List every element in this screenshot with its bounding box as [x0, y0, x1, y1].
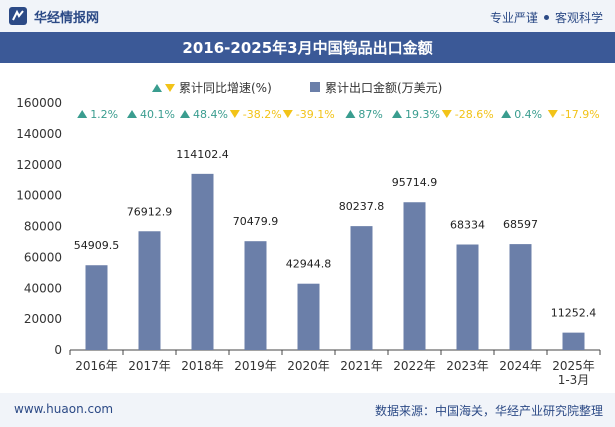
growth-down-icon: [441, 110, 452, 118]
growth-value-label: 1.2%: [90, 108, 118, 121]
bars: [85, 173, 585, 350]
chart-title: 2016-2025年3月中国钨品出口金额: [182, 39, 433, 57]
growth-down-icon: [547, 110, 558, 118]
separator-dot-icon: [543, 15, 549, 20]
x-tick-label: 2023年: [446, 359, 489, 373]
top-bar: 华经情报网 专业严谨 客观科学: [0, 0, 615, 32]
legend-amount-swatch-icon: [310, 82, 320, 92]
y-tick-label: 80000: [24, 220, 62, 234]
bar[interactable]: [403, 202, 426, 350]
tagline: 专业严谨 客观科学: [490, 9, 603, 26]
x-tick-label: 2018年: [181, 359, 224, 373]
x-tick-label: 2021年: [340, 359, 383, 373]
bar[interactable]: [509, 244, 532, 350]
bar-value-label: 76912.9: [127, 205, 173, 218]
growth-up-icon: [180, 110, 190, 118]
bar[interactable]: [244, 241, 267, 350]
chart: 累计同比增速(%) 累计出口金额(万美元) 0 20000 40000 60000 80…: [16, 80, 601, 387]
growth-up-icon: [127, 110, 137, 118]
growth-value-label: -28.6%: [455, 108, 494, 121]
growth-up-icon: [345, 110, 356, 118]
growth-down-icon: [282, 110, 293, 118]
y-tick-label: 140000: [16, 127, 62, 141]
growth-value-label: -17.9%: [561, 108, 600, 121]
bar-value-label: 42944.8: [286, 258, 332, 271]
bar-value-label: 54909.5: [74, 239, 120, 252]
growth-value-label: 87%: [358, 108, 382, 121]
growth-row: 1.2% 40.1% 48.4% -38.2% -39.1% 87% 19.3% -28.6%…: [77, 108, 600, 121]
footer-source: 数据来源：中国海关，华经产业研究院整理: [374, 404, 603, 418]
y-tick-label: 120000: [16, 158, 62, 172]
brand-name: 华经情报网: [34, 10, 100, 26]
footer-website[interactable]: www.huaon.com: [14, 402, 114, 416]
bar-value-label: 68597: [503, 218, 538, 231]
growth-value-label: 48.4%: [193, 108, 228, 121]
legend-item-growth[interactable]: 累计同比增速(%): [152, 81, 272, 95]
bar[interactable]: [138, 231, 161, 350]
x-tick-label: 2017年: [128, 359, 171, 373]
bar[interactable]: [562, 332, 585, 350]
bar-value-label: 80237.8: [339, 200, 385, 213]
tagline-left: 专业严谨: [489, 11, 538, 25]
x-tick-label: 2016年: [75, 359, 118, 373]
bar-value-label: 95714.9: [392, 176, 438, 189]
brand-logo[interactable]: 华经情报网: [8, 6, 99, 26]
bar[interactable]: [191, 173, 214, 350]
tagline-right: 客观科学: [554, 11, 603, 25]
legend: 累计同比增速(%) 累计出口金额(万美元): [152, 80, 442, 95]
growth-value-label: -38.2%: [243, 108, 282, 121]
footer: www.huaon.com 数据来源：中国海关，华经产业研究院整理: [0, 393, 615, 427]
bar[interactable]: [297, 283, 320, 350]
growth-value-label: 0.4%: [514, 108, 542, 121]
y-tick-label: 160000: [16, 96, 62, 110]
x-axis: 2016年 2017年 2018年 2019年 2020年 2021年 2022年 2023年…: [69, 349, 601, 387]
bar-value-label: 11252.4: [551, 307, 597, 320]
x-tick-label: 2022年: [393, 359, 436, 373]
x-tick-label: 2019年: [234, 359, 277, 373]
legend-growth-down-icon: [165, 84, 175, 92]
x-tick-label: 2020年: [287, 359, 330, 373]
y-tick-label: 40000: [24, 281, 62, 295]
growth-value-label: 19.3%: [405, 108, 440, 121]
y-tick-label: 100000: [16, 189, 62, 203]
bar[interactable]: [456, 244, 479, 350]
x-tick-label: 2024年: [499, 359, 542, 373]
legend-amount-label: 累计出口金额(万美元): [325, 80, 442, 95]
brand-logo-icon: [9, 7, 27, 25]
growth-value-label: -39.1%: [296, 108, 335, 121]
bar-value-label: 68334: [450, 219, 485, 232]
legend-item-amount[interactable]: 累计出口金额(万美元): [310, 80, 442, 95]
growth-up-icon: [392, 110, 402, 118]
bar-labels: 54909.5 76912.9 114102.4 70479.9 42944.8 8023…: [74, 148, 597, 320]
y-tick-label: 60000: [24, 250, 62, 264]
growth-up-icon: [77, 110, 88, 118]
y-tick-label: 20000: [24, 312, 62, 326]
x-tick-label: 2025年 1-3月: [552, 359, 595, 387]
y-axis: 0 20000 40000 60000 80000 100000 120000 140000 1…: [16, 96, 62, 357]
bar-value-label: 70479.9: [233, 215, 279, 228]
chart-title-band: 2016-2025年3月中国钨品出口金额: [0, 32, 615, 63]
bar[interactable]: [350, 226, 373, 350]
y-tick-label: 0: [54, 343, 62, 357]
legend-growth-label: 累计同比增速(%): [179, 81, 272, 95]
bar[interactable]: [85, 265, 108, 350]
growth-up-icon: [501, 110, 512, 118]
growth-value-label: 40.1%: [140, 108, 175, 121]
bar-value-label: 114102.4: [176, 148, 229, 161]
legend-growth-up-icon: [152, 84, 162, 92]
growth-down-icon: [229, 110, 240, 118]
